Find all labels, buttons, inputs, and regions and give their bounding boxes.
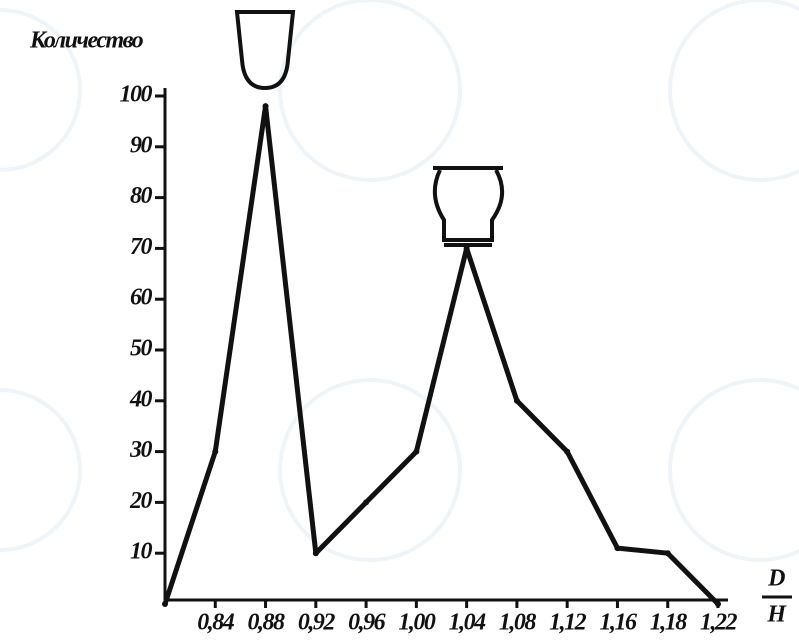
x-axis-title-numerator: D (767, 566, 785, 592)
data-point (162, 601, 168, 607)
data-point (514, 398, 520, 404)
data-point (263, 103, 269, 109)
x-tick-label: 1,08 (499, 610, 537, 636)
data-point (715, 601, 721, 607)
y-tick-label: 100 (120, 82, 153, 108)
y-axis-title: Количество (29, 28, 144, 54)
x-tick-label: 1,16 (599, 610, 637, 636)
y-tick-label: 40 (129, 386, 153, 412)
y-tick-label: 30 (129, 437, 153, 463)
x-tick-label: 1,18 (650, 610, 688, 636)
y-tick-label: 90 (130, 132, 153, 158)
data-point (212, 449, 218, 455)
chart: Количество D H 10 20 30 40 50 60 70 80 90 100 0,84… (0, 0, 799, 640)
x-tick-label: 0,92 (298, 610, 336, 636)
data-point (313, 550, 319, 556)
data-point (363, 499, 369, 505)
data-point (614, 545, 620, 551)
y-tick-label: 50 (130, 336, 153, 362)
data-line (165, 106, 718, 604)
x-tick-label: 1,22 (700, 610, 738, 636)
data-point (665, 550, 671, 556)
data-point (464, 245, 470, 251)
x-tick-label: 0,96 (348, 610, 386, 636)
x-tick-label: 1,12 (549, 610, 587, 636)
x-axis-title-denominator: H (766, 602, 787, 628)
y-tick-label: 10 (130, 539, 153, 565)
x-tick-label: 0,84 (197, 610, 235, 636)
x-tick-label: 1,04 (449, 610, 487, 636)
y-tick-label: 80 (130, 183, 153, 209)
data-point (564, 449, 570, 455)
y-tick-label: 70 (130, 234, 153, 260)
y-tick-label: 60 (130, 285, 153, 311)
y-tick-label: 20 (129, 488, 153, 514)
data-point (413, 449, 419, 455)
x-tick-label: 1,00 (398, 610, 436, 636)
x-tick-label: 0,88 (248, 610, 286, 636)
